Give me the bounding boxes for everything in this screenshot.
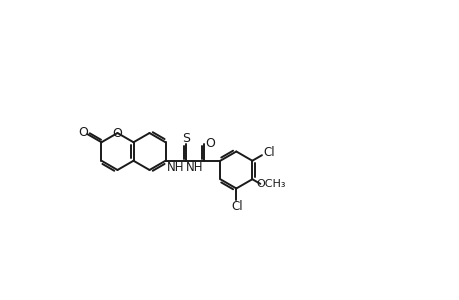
Text: S: S [181,132,190,145]
Text: NH: NH [167,161,184,174]
Text: NH: NH [186,161,203,174]
Text: O: O [78,126,88,139]
Text: Cl: Cl [263,146,275,159]
Text: Cl: Cl [231,200,242,213]
Text: O: O [112,127,122,140]
Text: O: O [205,137,215,150]
Text: OCH₃: OCH₃ [256,179,285,189]
